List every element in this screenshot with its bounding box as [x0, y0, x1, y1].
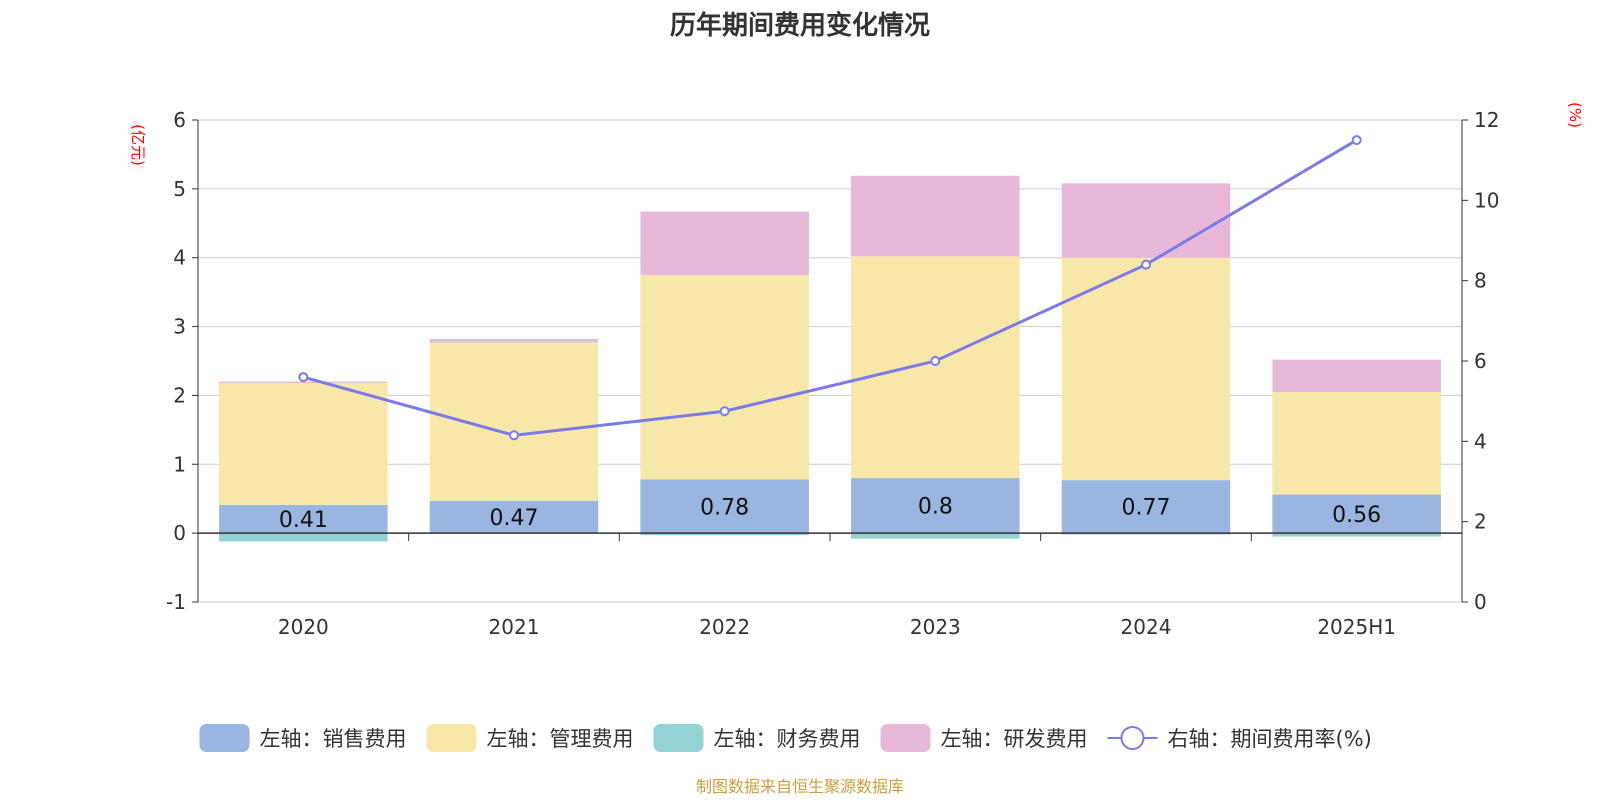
data-label: 0.47 — [490, 506, 539, 531]
bar-segment — [640, 274, 809, 480]
data-label: 0.77 — [1122, 496, 1171, 521]
bar-segment — [851, 256, 1020, 479]
bar-segment — [1061, 480, 1231, 534]
left-tick-label: 6 — [173, 108, 186, 132]
legend-item: 右轴：期间费用率(%) — [1107, 726, 1372, 751]
right-tick-label: 12 — [1474, 108, 1499, 132]
bar-segment — [219, 381, 388, 384]
x-tick-label: 2021 — [489, 615, 540, 639]
rate-line — [302, 138, 1358, 437]
x-tick-label: 2020 — [278, 615, 329, 639]
bar-segment — [851, 478, 1020, 534]
left-tick-label: 1 — [173, 452, 186, 476]
rate-point — [930, 356, 941, 366]
rate-point — [1141, 259, 1151, 270]
bar-segment — [219, 383, 388, 505]
x-tick-label: 2024 — [1121, 615, 1172, 639]
rate-point — [719, 406, 730, 417]
data-labels-layer: 0.41 0.47 0.78 0.8 0.77 0.56 — [279, 495, 1381, 533]
left-tick-label: 3 — [173, 315, 186, 339]
legend-swatch — [199, 724, 250, 752]
legend-item: 左轴：管理费用 — [426, 724, 634, 752]
bar-segment — [640, 479, 809, 534]
x-tick-label: 2022 — [699, 615, 750, 639]
legend-swatch — [426, 724, 477, 752]
bar-segment — [1272, 533, 1441, 537]
legend: 左轴：销售费用 左轴：管理费用 左轴：财务费用 左轴：研发费用 右轴：期间费用率(%) — [199, 724, 1372, 752]
bar-segment — [640, 211, 809, 275]
legend-swatch — [653, 724, 704, 752]
chart-title: 历年期间费用变化情况 — [670, 10, 930, 41]
data-label: 0.56 — [1332, 503, 1381, 528]
rate-point — [509, 430, 519, 441]
legend-label: 左轴：财务费用 — [714, 727, 861, 751]
bar-segment — [429, 500, 599, 534]
left-axis-unit: (亿元) — [129, 124, 147, 166]
bar-segment — [429, 338, 599, 342]
bar-segment — [1272, 494, 1441, 534]
legend-item: 左轴：销售费用 — [199, 724, 407, 752]
source-note: 制图数据来自恒生聚源数据库 — [696, 777, 904, 796]
legend-label: 右轴：期间费用率(%) — [1168, 727, 1372, 751]
left-tick-label: 2 — [173, 383, 186, 407]
bar-segment — [429, 341, 599, 343]
left-tick-label: 5 — [173, 177, 186, 201]
bars-layer — [219, 175, 1441, 542]
legend-swatch — [880, 724, 931, 752]
bar-segment — [429, 342, 599, 501]
bar-segment — [219, 533, 388, 542]
bar-segment — [640, 533, 809, 536]
legend-item: 左轴：财务费用 — [653, 724, 861, 752]
bar-segment — [219, 504, 388, 534]
bar-segment — [1272, 391, 1441, 495]
left-tick-label: 4 — [173, 246, 186, 270]
bar-segment — [851, 533, 1020, 539]
bar-segment — [1272, 359, 1441, 392]
x-tick-label: 2023 — [910, 615, 961, 639]
right-tick-label: 10 — [1474, 188, 1499, 212]
legend-marker-icon — [1120, 726, 1145, 750]
data-label: 0.78 — [700, 495, 749, 520]
right-tick-label: 0 — [1474, 590, 1487, 614]
right-tick-label: 2 — [1474, 510, 1487, 534]
right-tick-label: 6 — [1474, 349, 1487, 373]
rate-point — [298, 372, 309, 383]
legend-item: 左轴：研发费用 — [880, 724, 1088, 752]
data-label: 0.8 — [918, 495, 953, 520]
left-tick-label: 0 — [173, 521, 186, 545]
right-tick-label: 8 — [1474, 269, 1487, 293]
bar-segment — [1061, 183, 1231, 258]
data-label: 0.41 — [279, 508, 328, 533]
right-tick-label: 4 — [1474, 429, 1487, 453]
x-tick-label: 2025H1 — [1317, 615, 1396, 639]
legend-label: 左轴：管理费用 — [487, 727, 634, 751]
rate-point — [1351, 135, 1362, 146]
legend-label: 左轴：研发费用 — [941, 727, 1088, 751]
left-tick-label: -1 — [166, 590, 186, 614]
right-axis-unit: (%) — [1566, 102, 1584, 128]
bar-segment — [851, 175, 1020, 257]
legend-label: 左轴：销售费用 — [260, 727, 407, 751]
bar-segment — [1061, 257, 1231, 481]
rate-line-layer — [298, 135, 1362, 441]
